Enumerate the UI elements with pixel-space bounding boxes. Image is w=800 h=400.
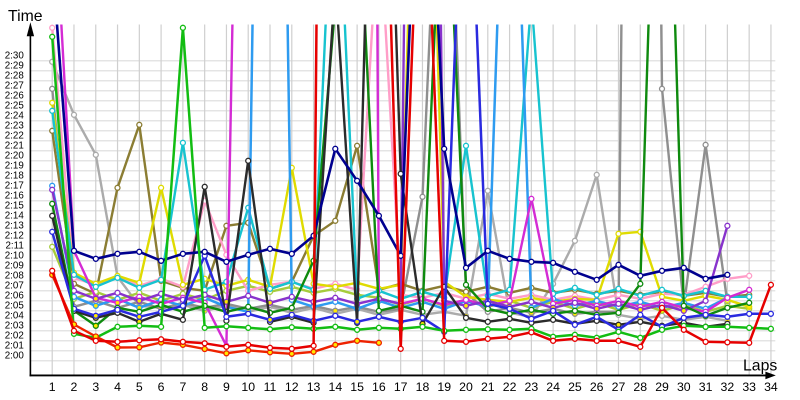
svg-text:2:03: 2:03 <box>5 320 25 331</box>
svg-text:11: 11 <box>264 380 277 394</box>
svg-text:2:21: 2:21 <box>5 140 24 151</box>
svg-text:8: 8 <box>201 380 208 394</box>
svg-text:29: 29 <box>655 380 669 394</box>
svg-text:20: 20 <box>459 380 473 394</box>
svg-text:34: 34 <box>764 380 778 394</box>
svg-text:6: 6 <box>158 380 165 394</box>
svg-text:2:15: 2:15 <box>5 200 25 211</box>
svg-text:30: 30 <box>677 380 691 394</box>
svg-text:24: 24 <box>546 380 560 394</box>
svg-text:2:01: 2:01 <box>5 340 24 351</box>
svg-text:22: 22 <box>503 380 517 394</box>
svg-text:2:06: 2:06 <box>5 290 25 301</box>
svg-text:10: 10 <box>241 380 255 394</box>
svg-text:2:22: 2:22 <box>5 130 24 141</box>
svg-text:2:16: 2:16 <box>5 190 25 201</box>
svg-text:16: 16 <box>372 380 386 394</box>
svg-text:2:09: 2:09 <box>5 260 24 271</box>
svg-text:2: 2 <box>71 380 78 394</box>
svg-text:12: 12 <box>285 380 299 394</box>
svg-text:2:00: 2:00 <box>5 350 25 361</box>
svg-text:15: 15 <box>350 380 364 394</box>
svg-text:2:29: 2:29 <box>5 60 24 71</box>
svg-text:7: 7 <box>179 380 186 394</box>
svg-text:2:28: 2:28 <box>5 70 25 81</box>
svg-text:Laps: Laps <box>743 358 777 375</box>
svg-text:3: 3 <box>92 380 99 394</box>
svg-text:2:02: 2:02 <box>5 330 24 341</box>
svg-text:23: 23 <box>525 380 539 394</box>
svg-text:14: 14 <box>328 380 342 394</box>
svg-text:Time: Time <box>8 8 43 25</box>
svg-text:2:26: 2:26 <box>5 90 25 101</box>
svg-text:32: 32 <box>721 380 735 394</box>
svg-text:1: 1 <box>49 380 56 394</box>
svg-text:2:20: 2:20 <box>5 150 25 161</box>
svg-text:25: 25 <box>568 380 582 394</box>
svg-text:2:04: 2:04 <box>5 310 25 321</box>
svg-text:27: 27 <box>612 380 626 394</box>
svg-text:2:13: 2:13 <box>5 220 25 231</box>
svg-text:2:27: 2:27 <box>5 80 24 91</box>
svg-text:18: 18 <box>416 380 430 394</box>
svg-text:9: 9 <box>223 380 230 394</box>
svg-text:4: 4 <box>114 380 121 394</box>
svg-text:2:14: 2:14 <box>5 210 25 221</box>
svg-text:5: 5 <box>136 380 143 394</box>
svg-text:2:19: 2:19 <box>5 160 24 171</box>
svg-text:2:05: 2:05 <box>5 300 25 311</box>
svg-text:2:12: 2:12 <box>5 230 24 241</box>
svg-text:31: 31 <box>699 380 713 394</box>
svg-text:21: 21 <box>481 380 495 394</box>
svg-text:33: 33 <box>742 380 756 394</box>
svg-text:28: 28 <box>633 380 647 394</box>
svg-text:26: 26 <box>590 380 604 394</box>
svg-text:2:25: 2:25 <box>5 100 25 111</box>
svg-text:17: 17 <box>394 380 408 394</box>
svg-text:13: 13 <box>307 380 321 394</box>
svg-text:2:07: 2:07 <box>5 280 24 291</box>
svg-text:2:08: 2:08 <box>5 270 25 281</box>
svg-text:2:24: 2:24 <box>5 110 25 121</box>
svg-text:2:11: 2:11 <box>5 240 23 251</box>
svg-text:2:18: 2:18 <box>5 170 25 181</box>
svg-text:2:10: 2:10 <box>5 250 25 261</box>
svg-text:2:17: 2:17 <box>5 180 24 191</box>
svg-text:19: 19 <box>437 380 451 394</box>
svg-text:2:23: 2:23 <box>5 120 25 131</box>
svg-text:2:30: 2:30 <box>5 50 25 61</box>
